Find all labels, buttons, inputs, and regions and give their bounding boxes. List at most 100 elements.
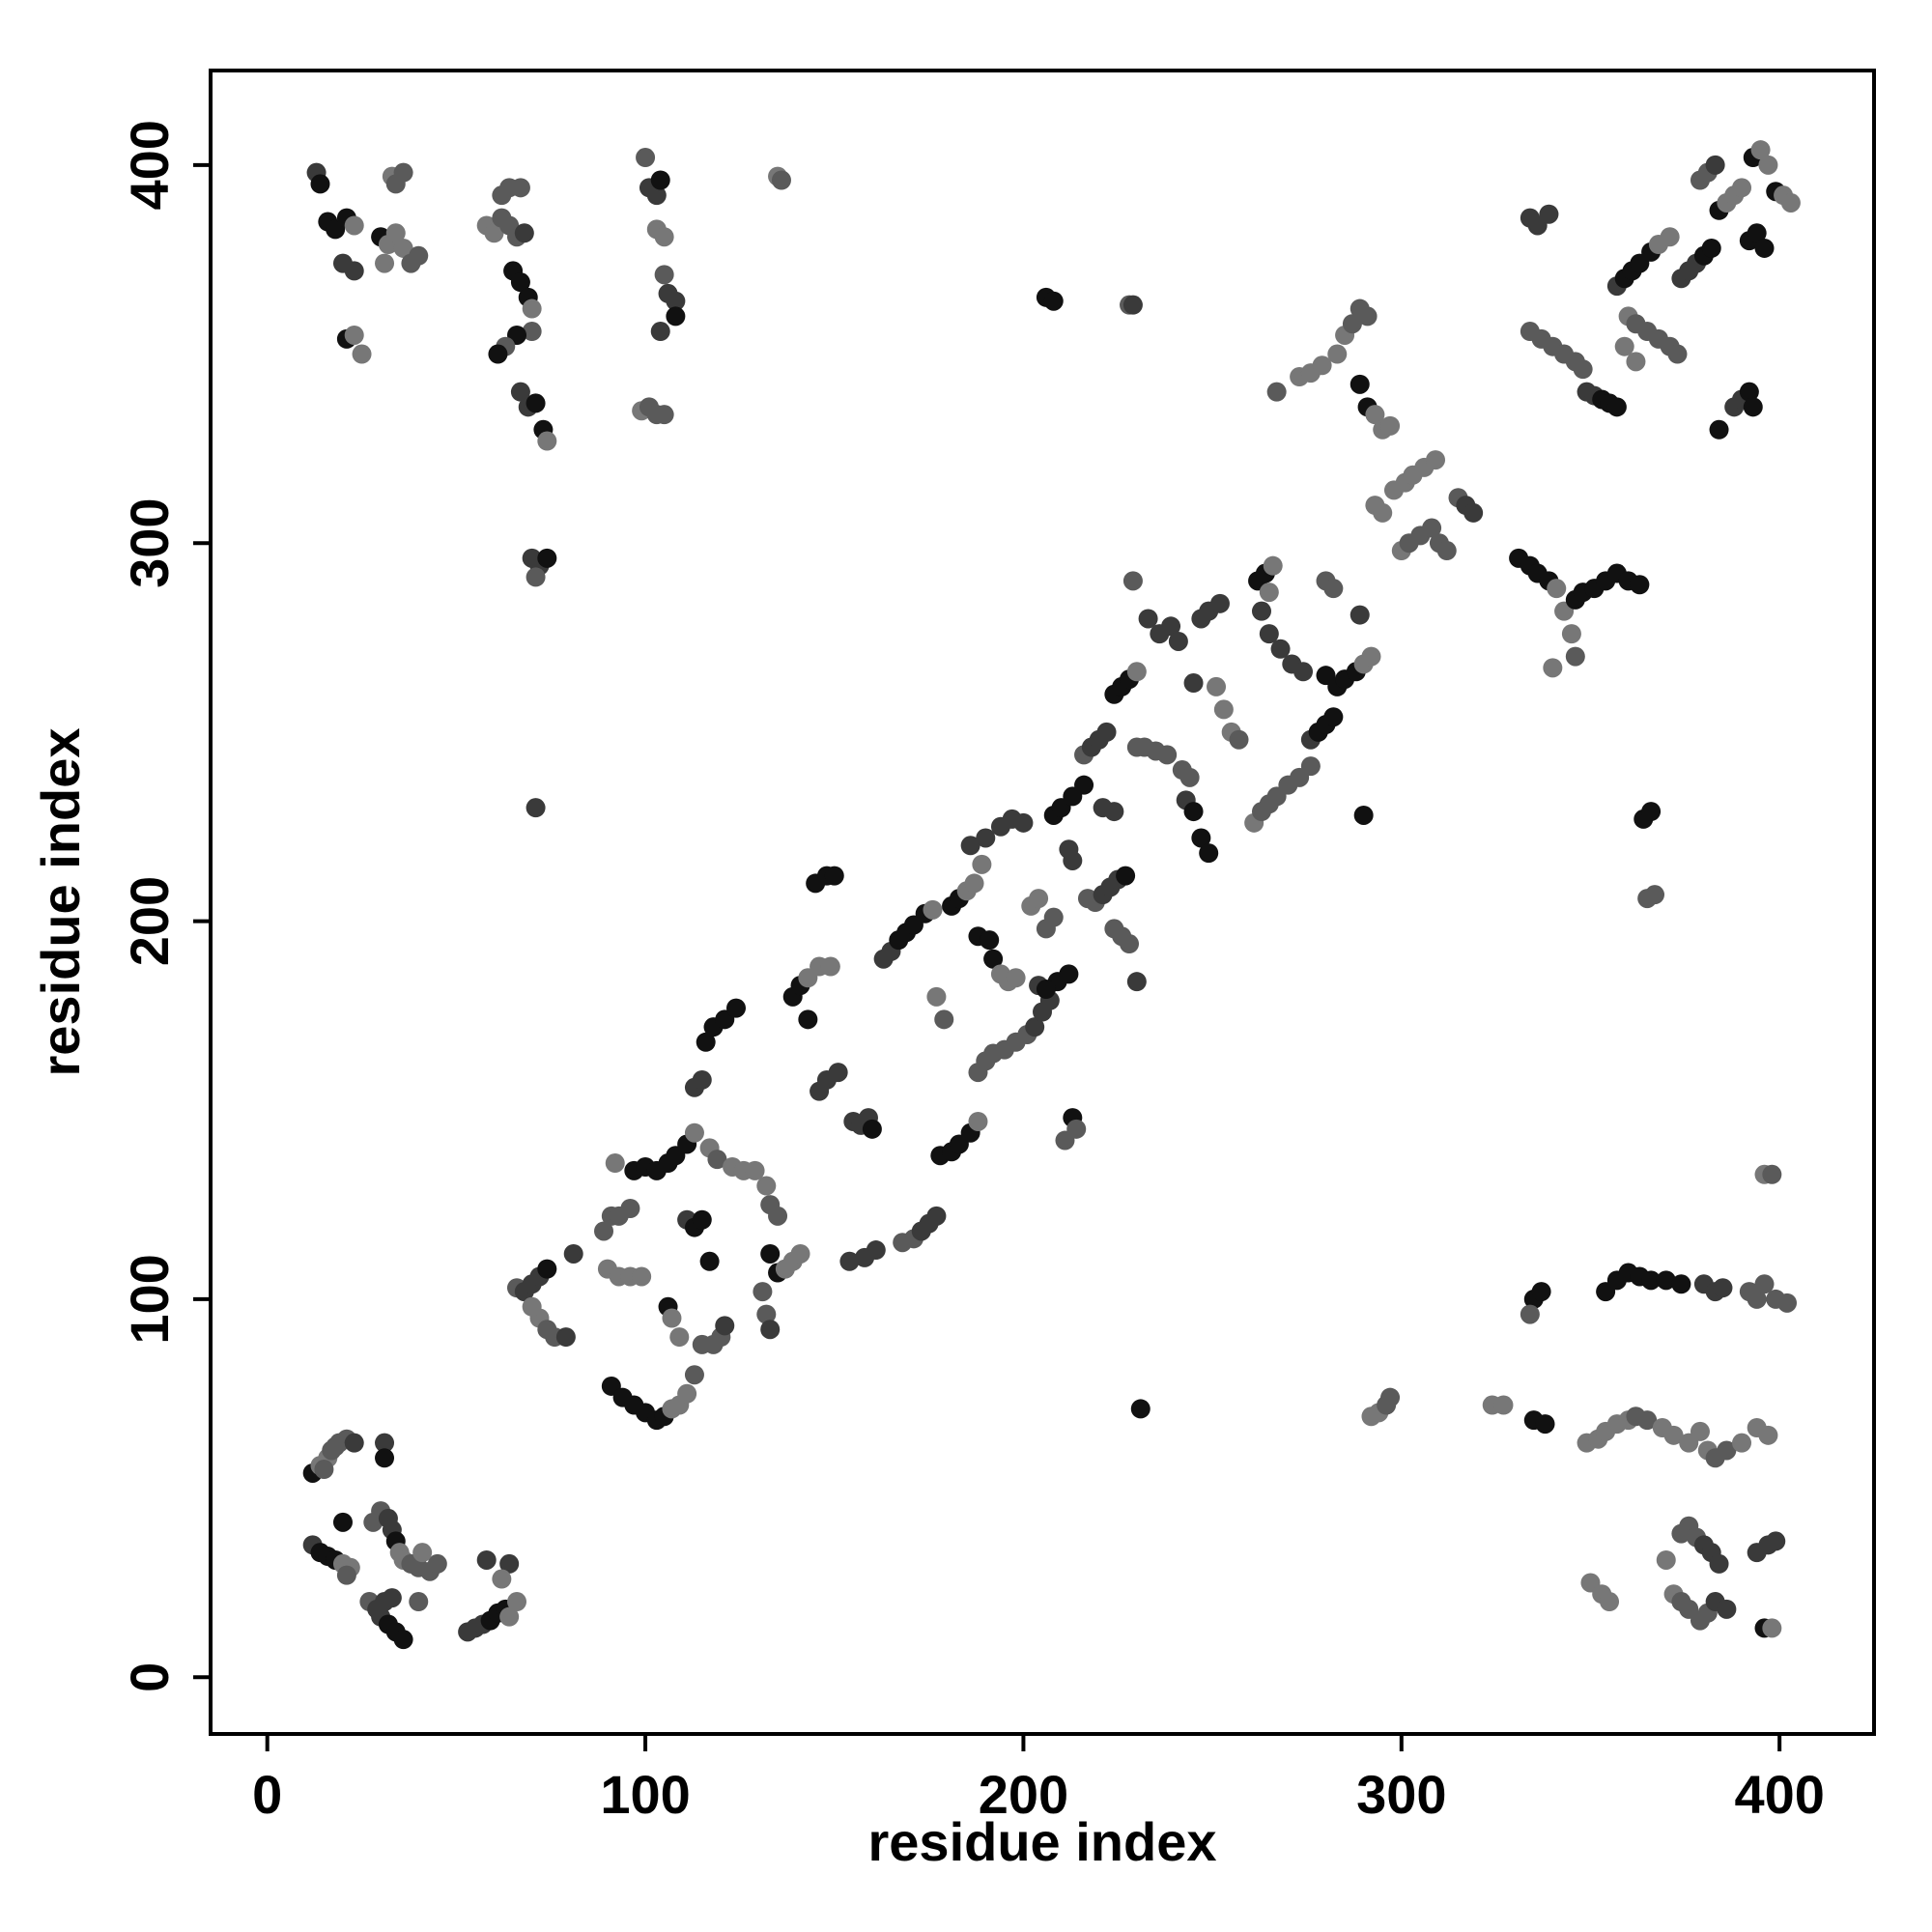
data-point: [1157, 745, 1178, 765]
data-point: [1006, 968, 1026, 988]
data-point: [1013, 812, 1034, 833]
data-point: [646, 185, 667, 206]
data-point: [522, 322, 542, 342]
data-point: [332, 1512, 353, 1532]
data-point: [824, 866, 844, 886]
x-tick-label: 400: [1734, 1764, 1824, 1825]
data-point: [1709, 419, 1729, 440]
points-layer: [302, 140, 1801, 1650]
data-point: [1626, 352, 1646, 372]
data-point: [1126, 972, 1147, 992]
data-point: [1059, 964, 1079, 984]
data-point: [1126, 662, 1147, 682]
data-point: [983, 949, 1004, 969]
data-point: [1754, 238, 1775, 258]
data-point: [1251, 601, 1271, 621]
data-point: [1663, 1425, 1684, 1445]
data-point: [1380, 415, 1401, 436]
data-point: [666, 291, 686, 311]
data-point: [1645, 885, 1665, 905]
data-point: [1096, 722, 1117, 742]
plot-frame: [209, 69, 1876, 1736]
data-point: [1754, 1274, 1775, 1294]
data-point: [1168, 631, 1188, 651]
data-point: [344, 261, 364, 281]
data-point: [1743, 397, 1763, 417]
data-point: [926, 986, 947, 1007]
data-point: [1426, 450, 1446, 470]
data-point: [650, 322, 670, 342]
data-point: [344, 1433, 364, 1453]
data-point: [555, 1327, 576, 1348]
data-point: [1130, 1399, 1151, 1419]
data-point: [972, 854, 992, 874]
data-point: [1614, 336, 1634, 356]
data-point: [964, 873, 984, 894]
data-point: [1660, 227, 1680, 247]
data-point: [326, 1436, 346, 1457]
y-axis: 0 100 200 300 400: [119, 120, 211, 1692]
data-point: [692, 1209, 712, 1230]
data-point: [760, 1243, 781, 1264]
data-point: [382, 1588, 402, 1608]
data-point: [1025, 1017, 1045, 1037]
data-point: [476, 1549, 497, 1570]
data-point: [1161, 616, 1181, 637]
data-point: [839, 1251, 860, 1271]
data-point: [1209, 593, 1230, 613]
data-point: [620, 1199, 640, 1219]
data-point: [492, 1569, 512, 1589]
data-point: [537, 431, 557, 451]
data-point: [499, 1606, 520, 1627]
data-point: [662, 1308, 682, 1328]
data-point: [1565, 646, 1585, 667]
data-point: [1747, 223, 1767, 243]
data-point: [976, 828, 996, 848]
data-point: [409, 245, 429, 266]
data-point: [1656, 1549, 1676, 1570]
data-point: [1750, 140, 1771, 160]
data-point: [1732, 178, 1752, 198]
data-point: [1199, 843, 1219, 864]
data-point: [1138, 609, 1158, 629]
data-point: [1690, 1421, 1710, 1441]
data-point: [1104, 802, 1124, 822]
data-point: [753, 1282, 773, 1302]
data-point: [510, 272, 530, 293]
data-point: [696, 1032, 716, 1052]
data-point: [526, 798, 546, 818]
data-point: [725, 998, 746, 1018]
y-tick-label: 200: [119, 876, 180, 966]
data-point: [768, 1206, 788, 1226]
data-point: [375, 253, 395, 273]
data-point: [314, 1460, 334, 1480]
data-point: [385, 223, 406, 243]
data-point: [1116, 866, 1136, 886]
data-point: [1463, 502, 1484, 523]
data-point: [684, 1365, 704, 1385]
data-point: [514, 223, 534, 243]
data-point: [980, 930, 1000, 951]
data-point: [344, 325, 364, 345]
data-point: [1293, 662, 1314, 682]
data-point: [1361, 646, 1381, 667]
data-point: [1074, 775, 1094, 795]
y-tick-label: 100: [119, 1254, 180, 1344]
data-point: [1539, 204, 1559, 224]
data-point: [1259, 624, 1279, 644]
data-point: [1323, 707, 1344, 727]
data-point: [393, 1630, 413, 1650]
y-tick-label: 0: [119, 1662, 180, 1692]
x-tick-label: 300: [1356, 1764, 1446, 1825]
data-point: [1758, 1425, 1778, 1445]
data-point: [1263, 555, 1283, 576]
data-point: [968, 1111, 988, 1131]
data-point: [820, 956, 840, 977]
data-point: [654, 265, 674, 285]
data-point: [798, 1009, 818, 1030]
data-point: [1259, 582, 1279, 603]
x-axis-title: residue index: [867, 1811, 1216, 1872]
data-point: [934, 1009, 954, 1030]
data-point: [352, 344, 372, 364]
